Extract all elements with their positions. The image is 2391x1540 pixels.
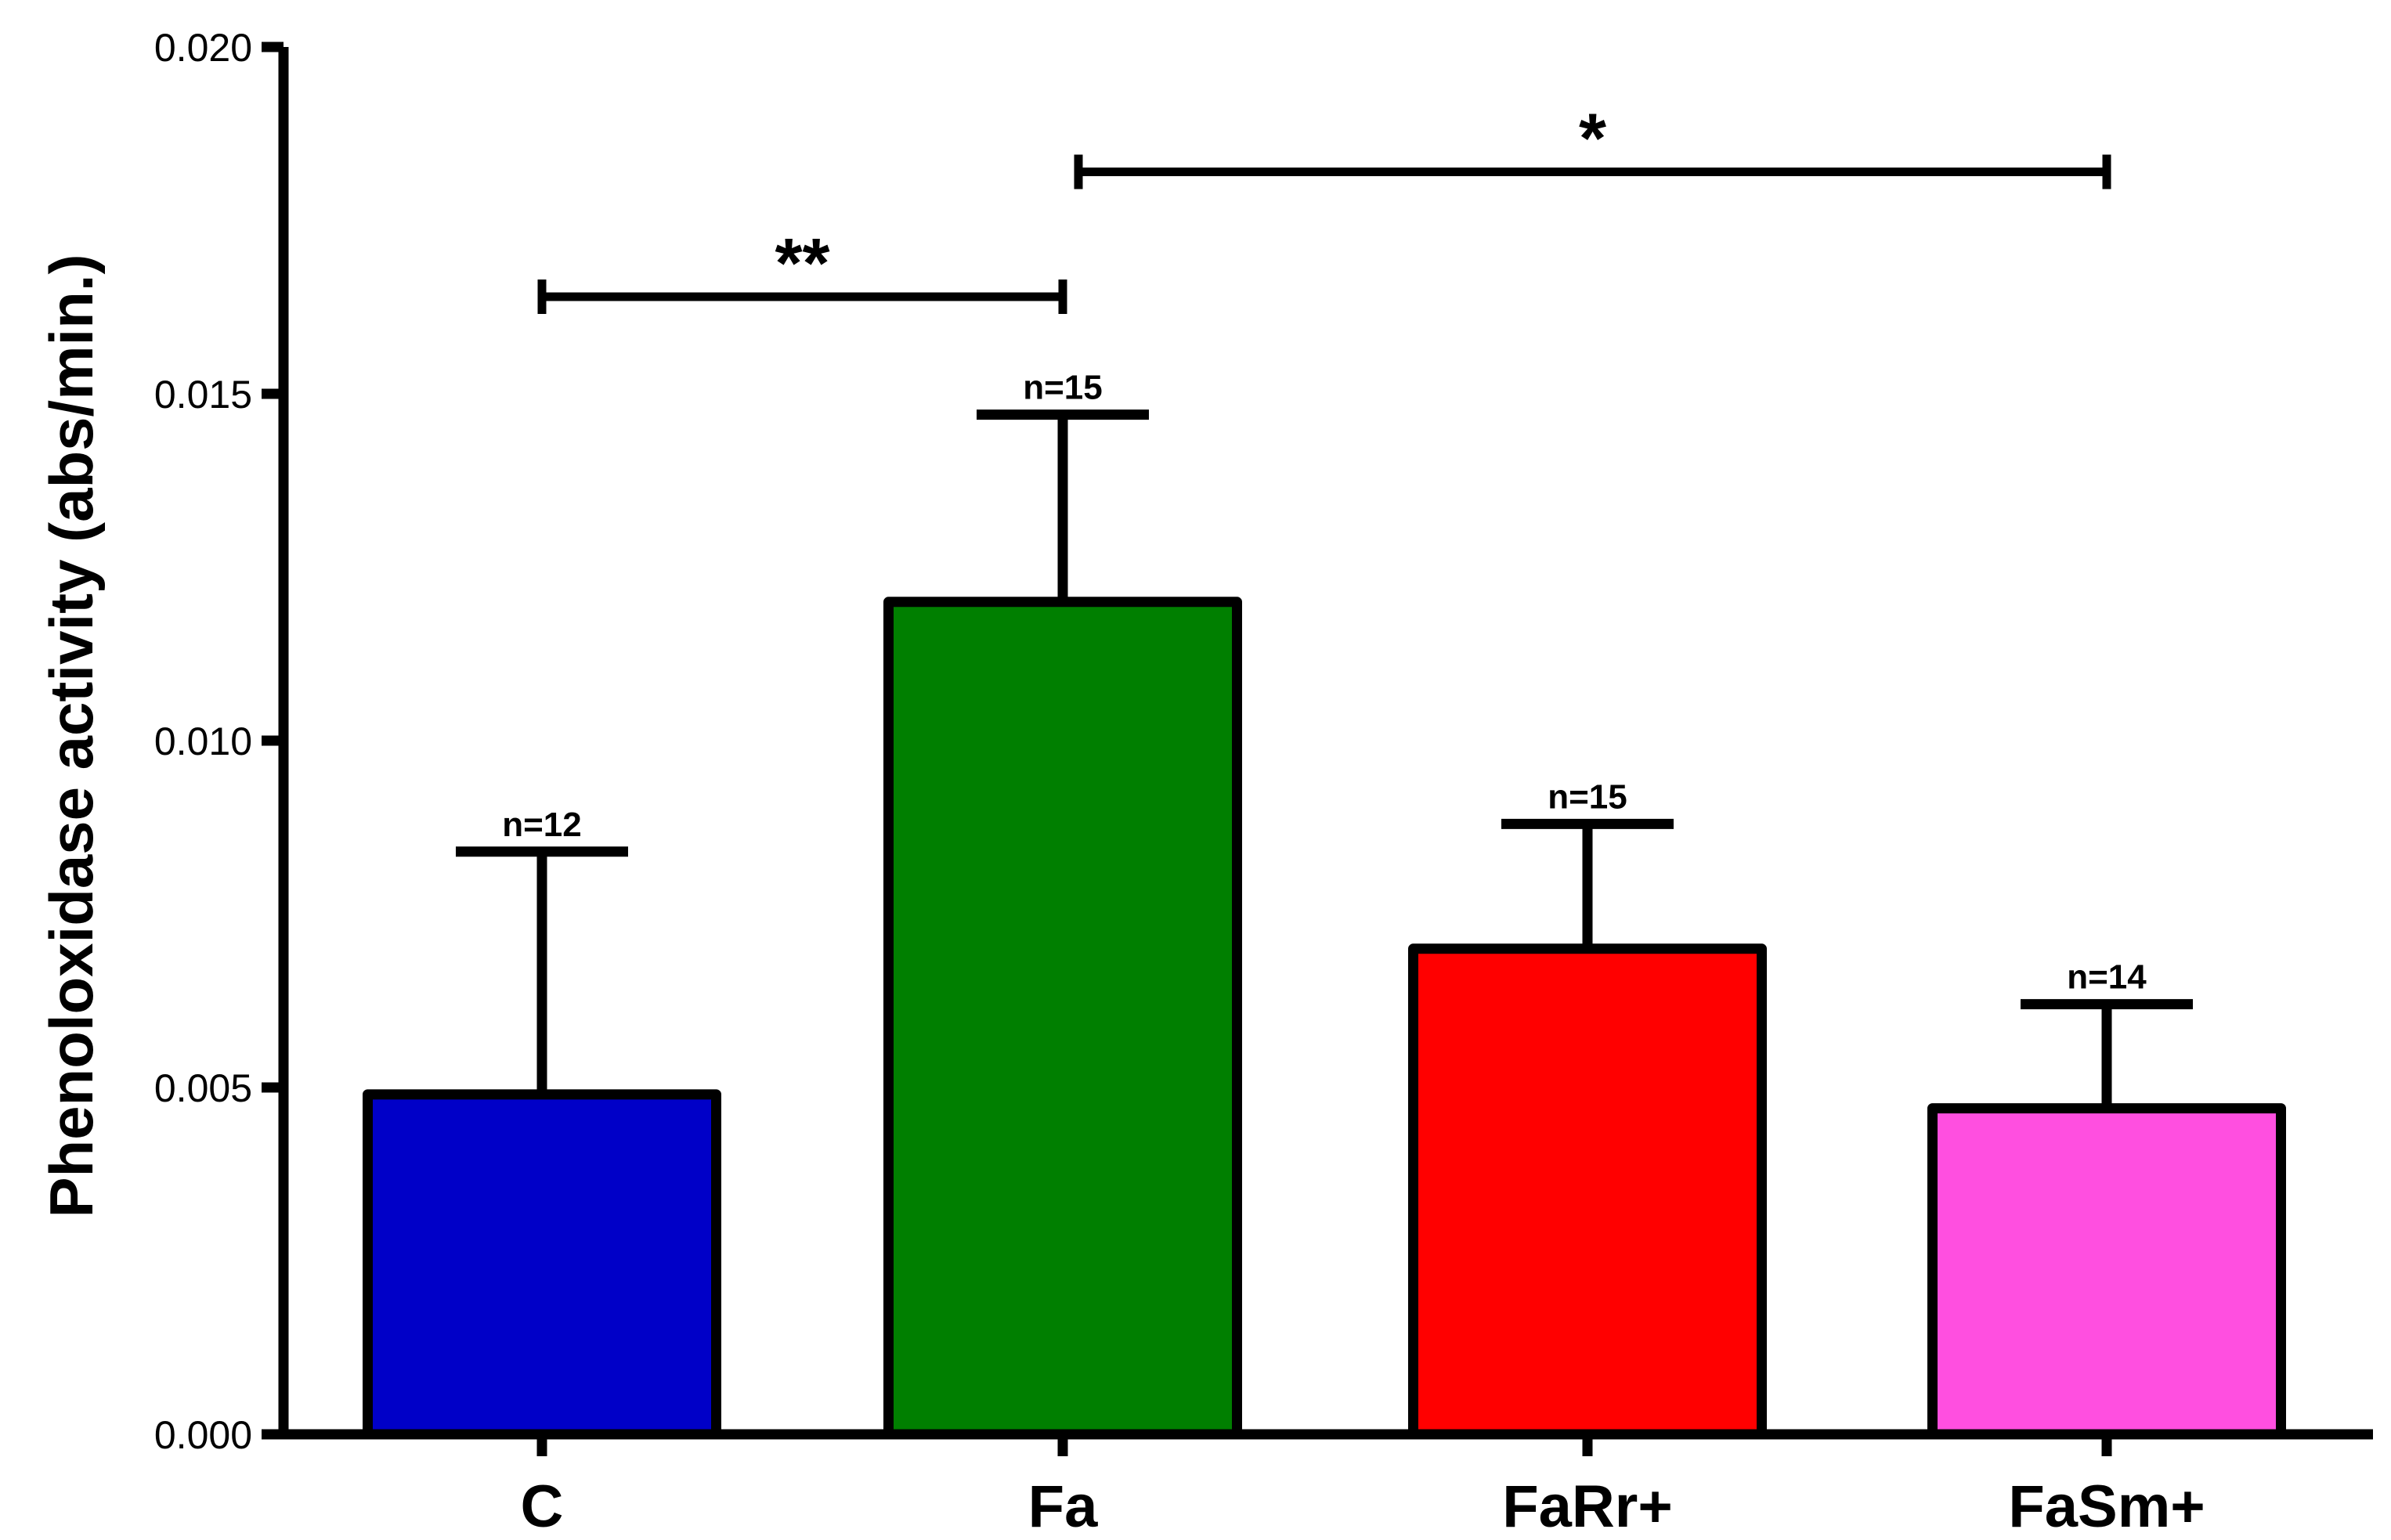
bar [1408, 943, 1767, 1440]
x-tick-label: C [521, 1473, 564, 1540]
y-tick-label: 0.020 [154, 26, 252, 70]
y-tick-label: 0.015 [154, 373, 252, 417]
n-label: n=15 [1548, 777, 1627, 816]
y-tick-label: 0.010 [154, 720, 252, 763]
n-label: n=14 [2067, 958, 2147, 997]
significance-label: ** [775, 225, 829, 303]
y-tick-label: 0.000 [154, 1413, 252, 1457]
x-tick-label: FaSm+ [2008, 1473, 2205, 1540]
x-tick-label: Fa [1028, 1473, 1098, 1540]
bar [1927, 1103, 2286, 1440]
x-tick-label: FaRr+ [1502, 1473, 1673, 1540]
bar [363, 1089, 721, 1440]
n-label: n=12 [502, 806, 582, 844]
significance-label: * [1579, 99, 1606, 178]
bar [883, 597, 1242, 1440]
y-axis-label: Phenoloxidase activity (abs/min.) [37, 254, 106, 1217]
y-tick-label: 0.005 [154, 1066, 252, 1110]
n-label: n=15 [1023, 369, 1103, 407]
